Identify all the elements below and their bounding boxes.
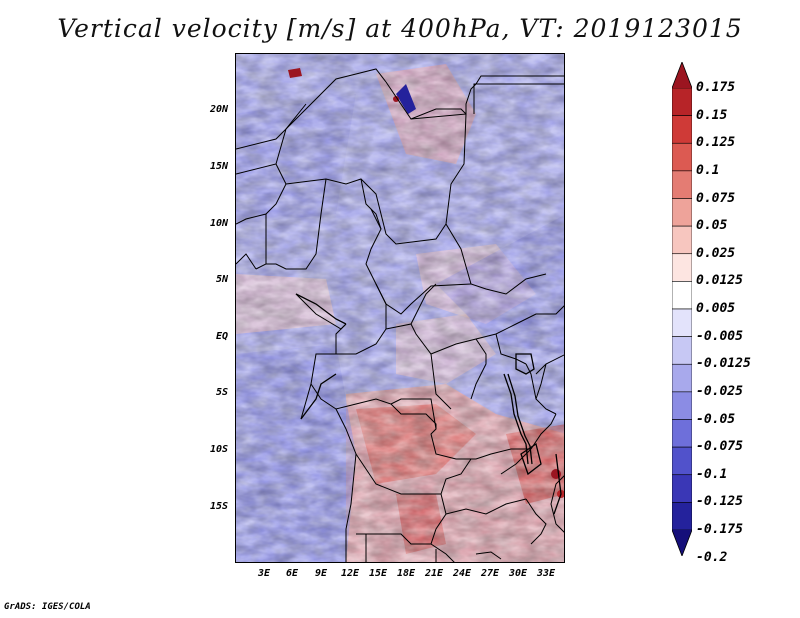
lat-label-20n: 20N: [209, 104, 228, 115]
field-texture-dark: [236, 54, 564, 562]
colorbar-label: 0.05: [696, 218, 728, 234]
colorbar-segment: [672, 281, 692, 310]
colorbar-segment: [672, 419, 692, 448]
colorbar-label: 0.0125: [696, 273, 743, 289]
lat-label-15n: 15N: [209, 161, 228, 172]
lat-label-5s: 5S: [215, 387, 228, 398]
lon-label-12e: 12E: [340, 568, 360, 579]
colorbar-segment: [672, 391, 692, 420]
colorbar-label: 0.005: [696, 301, 736, 316]
colorbar-segment: [672, 87, 692, 116]
map-panel: [235, 53, 565, 563]
lon-label-9e: 9E: [314, 568, 328, 579]
lon-label-27e: 27E: [480, 568, 500, 579]
grads-credit: GrADS: IGES/COLA: [4, 602, 91, 612]
colorbar-segment: [672, 308, 692, 337]
country-borders: [236, 68, 564, 562]
lon-label-6e: 6E: [285, 568, 299, 579]
lat-label-eq: EQ: [215, 331, 228, 342]
colorbar-segment: [672, 474, 692, 503]
lat-label-10n: 10N: [209, 218, 228, 229]
velocity-field-map: [236, 54, 564, 562]
colorbar-label: -0.125: [696, 494, 743, 510]
colorbar-segment: [672, 363, 692, 393]
colorbar-segment: [672, 142, 692, 172]
colorbar-segment: [672, 170, 692, 199]
colorbar-segment: [672, 336, 692, 365]
lon-label-3e: 3E: [257, 568, 271, 579]
colorbar-segment: [672, 253, 692, 282]
colorbar-label: -0.025: [696, 383, 743, 399]
colorbar-segment: [672, 115, 692, 144]
colorbar: [672, 62, 692, 556]
lat-label-15s: 15S: [209, 501, 228, 512]
colorbar-label: -0.075: [696, 439, 743, 455]
colorbar-label: 0.025: [696, 245, 736, 261]
colorbar-label: -0.05: [696, 411, 736, 427]
colorbar-label: 0.175: [696, 80, 736, 95]
colorbar-segment: [672, 502, 692, 531]
colorbar-segment: [672, 446, 692, 476]
colorbar-label: 0.15: [696, 107, 728, 123]
lat-label-5n: 5N: [215, 274, 228, 285]
colorbar-bottom-arrow: [672, 529, 692, 556]
lat-label-10s: 10S: [209, 444, 228, 455]
colorbar-label: -0.005: [696, 328, 743, 344]
lon-label-21e: 21E: [424, 568, 444, 579]
plot-title: Vertical velocity [m/s] at 400hPa, VT: 2…: [57, 14, 743, 43]
lon-label-18e: 18E: [396, 568, 416, 579]
lon-label-30e: 30E: [508, 568, 528, 579]
colorbar-label: -0.0125: [696, 356, 751, 372]
lon-label-24e: 24E: [452, 568, 472, 579]
colorbar-label: 0.1: [696, 162, 720, 178]
lakes-coastline: [295, 293, 562, 515]
colorbar-label: -0.2: [696, 549, 728, 565]
colorbar-label: 0.075: [696, 190, 736, 206]
colorbar-label: 0.125: [696, 135, 736, 151]
lon-label-33e: 33E: [536, 568, 556, 579]
colorbar-segment: [672, 225, 692, 255]
colorbar-label: -0.175: [696, 522, 743, 537]
colorbar-segment: [672, 198, 692, 227]
colorbar-label: -0.1: [696, 466, 728, 482]
colorbar-top-arrow: [672, 62, 692, 89]
lon-label-15e: 15E: [368, 568, 388, 579]
